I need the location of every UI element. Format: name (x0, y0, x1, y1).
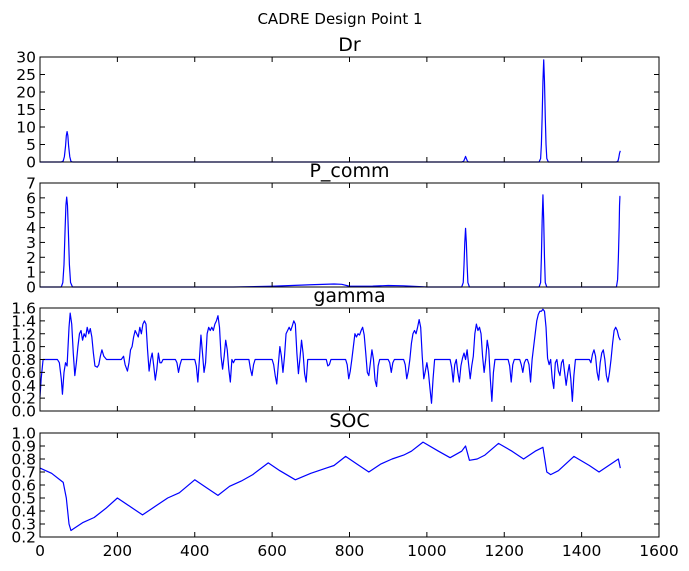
y-tick-label: 0 (26, 279, 36, 297)
y-tick-label: 30 (16, 49, 36, 67)
y-tick-label: 0 (26, 154, 36, 172)
y-tick-label: 5 (26, 136, 36, 154)
subplot-title: gamma (313, 285, 385, 307)
x-tick-label: 600 (257, 542, 287, 560)
y-tick-label: 1.2 (11, 325, 36, 343)
y-tick-label: 0.4 (11, 377, 36, 395)
y-tick-label: 25 (16, 66, 36, 84)
y-tick-label: 0.6 (11, 364, 36, 382)
series-line (40, 194, 621, 288)
series-line (39, 441, 621, 532)
y-tick-label: 0.8 (11, 451, 36, 469)
subplot-title: P_comm (309, 160, 389, 182)
y-tick-label: 0.6 (11, 477, 36, 495)
y-tick-label: 0.7 (11, 464, 36, 482)
x-tick-label: 1000 (407, 542, 446, 560)
y-tick-label: 0.8 (11, 351, 36, 369)
y-tick-label: 0.4 (11, 503, 36, 521)
y-tick-label: 0.5 (11, 490, 36, 508)
series-line (39, 308, 621, 404)
y-tick-label: 6 (26, 189, 36, 207)
y-tick-label: 20 (16, 84, 36, 102)
y-tick-label: 4 (26, 219, 36, 237)
y-tick-label: 1 (26, 264, 36, 282)
y-tick-label: 15 (16, 101, 36, 119)
subplots: Dr051015202530P_comm01234567gamma0.00.20… (11, 34, 678, 560)
x-tick-label: 0 (35, 542, 45, 560)
x-tick-label: 400 (180, 542, 210, 560)
x-tick-label: 1600 (639, 542, 678, 560)
y-tick-label: 3 (26, 234, 36, 252)
y-tick-label: 10 (16, 119, 36, 137)
y-tick-label: 0.0 (11, 403, 36, 421)
y-tick-label: 1.0 (11, 338, 36, 356)
x-tick-label: 800 (335, 542, 365, 560)
y-tick-label: 5 (26, 204, 36, 222)
y-tick-label: 7 (26, 175, 36, 193)
subplot-3: SOC 0.20.30.40.50.60.70.80.91.0 0 200 400 600… (11, 410, 678, 560)
subplot-title: Dr (338, 34, 361, 56)
y-tick-label: 1.0 (11, 425, 36, 443)
subplot-title: SOC (329, 410, 369, 432)
y-tick-label: 0.3 (11, 516, 36, 534)
y-tick-label: 1.6 (11, 300, 36, 318)
y-tick-label: 1.4 (11, 312, 36, 330)
series-line (40, 59, 621, 163)
subplot-2: gamma 0.00.20.40.60.81.01.21.41.6 (11, 285, 660, 421)
y-tick-label: 0.2 (11, 390, 36, 408)
figure-suptitle: CADRE Design Point 1 (257, 10, 422, 28)
y-tick-label: 0.9 (11, 438, 36, 456)
y-tick-label: 0.2 (11, 529, 36, 547)
y-tick-label: 2 (26, 249, 36, 267)
x-tick-label: 1200 (485, 542, 524, 560)
x-tick-label: 1400 (562, 542, 601, 560)
x-tick-label: 200 (103, 542, 133, 560)
